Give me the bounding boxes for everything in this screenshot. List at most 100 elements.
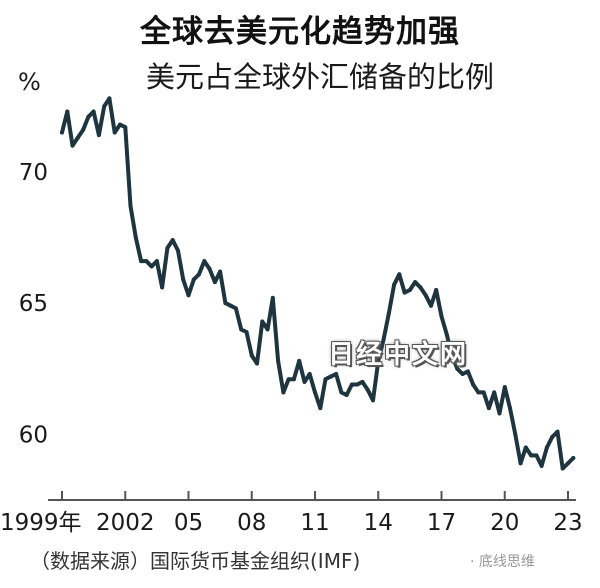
data-point — [571, 456, 576, 460]
x-tick-label: 14 — [364, 510, 393, 536]
data-point — [139, 259, 144, 264]
data-point — [255, 361, 259, 366]
x-axis-ticks: 1999年 2002 05 08 11 14 17 20 23 — [0, 491, 583, 536]
data-point — [328, 374, 333, 379]
data-point — [249, 353, 254, 358]
data-point — [81, 127, 86, 132]
x-tick-label: 1999年 — [0, 510, 82, 536]
data-point — [402, 290, 407, 295]
data-point — [481, 390, 486, 395]
data-point — [123, 125, 128, 130]
chart-title: 全球去美元化趋势加强 — [140, 14, 460, 50]
data-point — [355, 382, 360, 387]
data-point — [170, 238, 175, 243]
data-point — [334, 372, 339, 376]
data-point — [244, 330, 249, 334]
data-point — [429, 303, 433, 308]
data-point — [218, 269, 223, 274]
data-point — [349, 382, 354, 387]
data-point — [413, 280, 418, 285]
credit-note: · 底线思维 — [470, 554, 535, 570]
data-point — [539, 463, 544, 468]
data-point — [508, 406, 512, 411]
data-point — [281, 390, 286, 395]
data-point — [212, 280, 217, 285]
data-point — [460, 372, 465, 376]
data-point — [471, 382, 476, 387]
series-points — [60, 96, 576, 471]
data-point — [165, 246, 170, 250]
data-point — [118, 122, 122, 127]
x-tick-label: 23 — [553, 510, 582, 536]
y-axis-ticks: 60 65 70 — [19, 160, 48, 449]
data-point — [397, 272, 402, 277]
series-line — [60, 96, 576, 471]
data-point — [513, 432, 518, 437]
data-point — [265, 327, 270, 332]
data-point — [239, 327, 244, 332]
data-point — [423, 293, 428, 298]
data-point — [313, 390, 317, 395]
data-point — [96, 133, 101, 138]
data-point — [434, 288, 439, 292]
data-point — [197, 272, 201, 277]
data-point — [386, 311, 391, 316]
data-point — [486, 406, 491, 411]
data-point — [550, 435, 555, 439]
data-point — [160, 285, 165, 290]
data-point — [154, 259, 159, 264]
data-point — [392, 282, 397, 287]
data-point — [529, 453, 534, 458]
data-point — [365, 387, 370, 392]
data-point — [371, 398, 375, 403]
data-point — [144, 259, 149, 264]
data-point — [133, 235, 138, 240]
y-tick-label: 60 — [19, 422, 48, 448]
source-note: （数据来源）国际货币基金组织(IMF) — [30, 549, 361, 573]
x-tick-label: 2002 — [96, 510, 155, 536]
data-point — [344, 393, 349, 397]
data-point — [107, 96, 112, 101]
data-point — [65, 109, 70, 114]
data-point — [297, 358, 302, 363]
x-tick-label: 08 — [237, 510, 266, 536]
y-axis-unit-label: % — [18, 68, 41, 96]
data-point — [207, 267, 212, 271]
data-point — [523, 445, 528, 450]
data-point — [439, 314, 444, 319]
data-point — [307, 372, 312, 376]
data-point — [223, 301, 228, 306]
data-point — [566, 461, 570, 466]
data-point — [270, 295, 275, 300]
x-tick-label: 17 — [427, 510, 456, 536]
data-point — [450, 353, 454, 358]
y-tick-label: 70 — [19, 160, 48, 186]
data-point — [502, 385, 507, 390]
x-tick-label: 05 — [174, 510, 203, 536]
data-point — [286, 377, 291, 382]
data-point — [555, 429, 560, 434]
data-point — [544, 445, 549, 450]
data-point — [476, 390, 481, 395]
data-point — [260, 319, 265, 324]
data-point — [112, 130, 117, 135]
data-point — [465, 369, 470, 374]
data-point — [176, 248, 180, 253]
data-point — [492, 390, 497, 395]
data-point — [360, 379, 365, 384]
data-point — [518, 461, 523, 466]
data-point — [228, 303, 233, 308]
x-tick-label: 11 — [300, 510, 329, 536]
data-point — [186, 293, 191, 298]
data-point — [497, 411, 502, 416]
data-point — [455, 366, 460, 371]
data-point — [75, 135, 80, 140]
data-point — [318, 406, 323, 411]
x-tick-label: 20 — [490, 510, 519, 536]
data-point — [60, 130, 64, 135]
data-point — [302, 379, 307, 384]
data-point — [418, 285, 423, 290]
data-point — [181, 277, 186, 282]
